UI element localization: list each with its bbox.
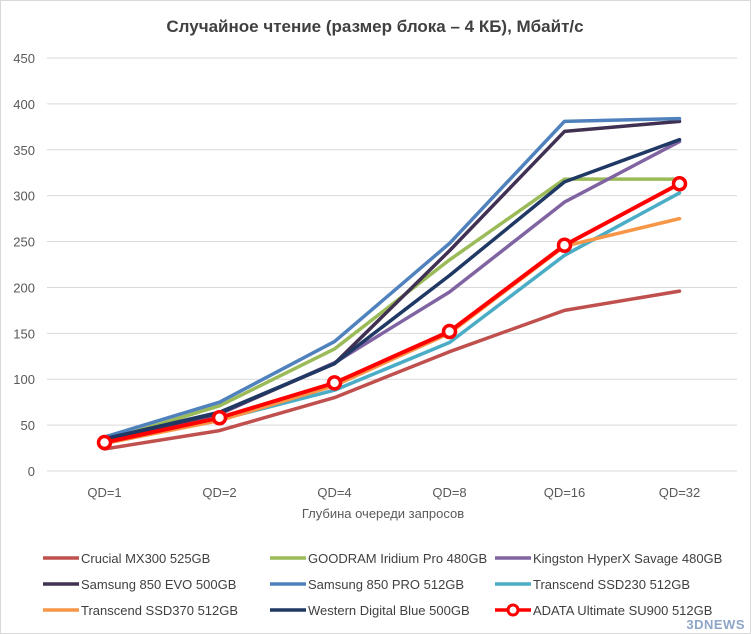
series-line-7 [102, 137, 682, 441]
chart-title: Случайное чтение (размер блока – 4 КБ), … [166, 17, 583, 36]
series-line-6 [102, 216, 682, 446]
legend-item: Kingston HyperX Savage 480GB [495, 551, 722, 566]
y-tick-label: 100 [13, 372, 35, 387]
x-axis-title: Глубина очереди запросов [302, 506, 464, 521]
legend-marker [506, 603, 520, 617]
watermark-logo: 3DNEWS [686, 617, 745, 632]
y-tick-label: 450 [13, 51, 35, 66]
y-axis-ticks: 0 50 100 150 200 250 300 350 400 450 [13, 51, 35, 479]
legend-item: Transcend SSD370 512GB [43, 603, 238, 618]
series-line-1 [102, 177, 682, 443]
data-point [441, 323, 458, 340]
y-tick-label: 350 [13, 143, 35, 158]
series-line-0 [102, 289, 682, 451]
data-point [96, 434, 113, 451]
series-line-8 [102, 181, 682, 445]
series-line-4 [102, 116, 682, 439]
y-tick-label: 250 [13, 235, 35, 250]
x-tick-label: QD=1 [87, 485, 121, 500]
y-tick-label: 0 [28, 464, 35, 479]
x-tick-label: QD=8 [432, 485, 466, 500]
series-line-3 [102, 119, 682, 442]
data-point [556, 237, 573, 253]
legend-label: Transcend SSD230 512GB [533, 577, 690, 592]
legend-item: Samsung 850 PRO 512GB [270, 577, 464, 592]
legend-label: Samsung 850 EVO 500GB [81, 577, 236, 592]
legend-label: Samsung 850 PRO 512GB [308, 577, 464, 592]
legend-item: Samsung 850 EVO 500GB [43, 577, 236, 592]
y-tick-label: 50 [21, 418, 35, 433]
legend-label: Western Digital Blue 500GB [308, 603, 470, 618]
legend-label: GOODRAM Iridium Pro 480GB [308, 551, 487, 566]
legend-item: Transcend SSD230 512GB [495, 577, 690, 592]
x-tick-label: QD=2 [202, 485, 236, 500]
legend-label: Kingston HyperX Savage 480GB [533, 551, 722, 566]
data-point [211, 410, 228, 426]
legend-item: Western Digital Blue 500GB [270, 603, 470, 618]
x-tick-label: QD=16 [544, 485, 586, 500]
y-tick-label: 400 [13, 97, 35, 112]
legend: Crucial MX300 525GB GOODRAM Iridium Pro 4… [43, 551, 722, 618]
y-tick-label: 200 [13, 280, 35, 295]
x-tick-label: QD=4 [317, 485, 351, 500]
series-lines [102, 116, 682, 451]
y-tick-label: 300 [13, 189, 35, 204]
legend-label: Transcend SSD370 512GB [81, 603, 238, 618]
data-point [671, 175, 688, 192]
series-markers [96, 175, 688, 451]
x-tick-label: QD=32 [659, 485, 701, 500]
y-tick-label: 150 [13, 326, 35, 341]
legend-item: ADATA Ultimate SU900 512GB [495, 603, 712, 618]
x-axis-ticks: QD=1 QD=2 QD=4 QD=8 QD=16 QD=32 [87, 485, 700, 500]
legend-item: GOODRAM Iridium Pro 480GB [270, 551, 487, 566]
legend-item: Crucial MX300 525GB [43, 551, 210, 566]
gridlines [47, 57, 737, 472]
data-point [326, 375, 343, 391]
legend-label: Crucial MX300 525GB [81, 551, 210, 566]
legend-label: ADATA Ultimate SU900 512GB [533, 603, 712, 618]
